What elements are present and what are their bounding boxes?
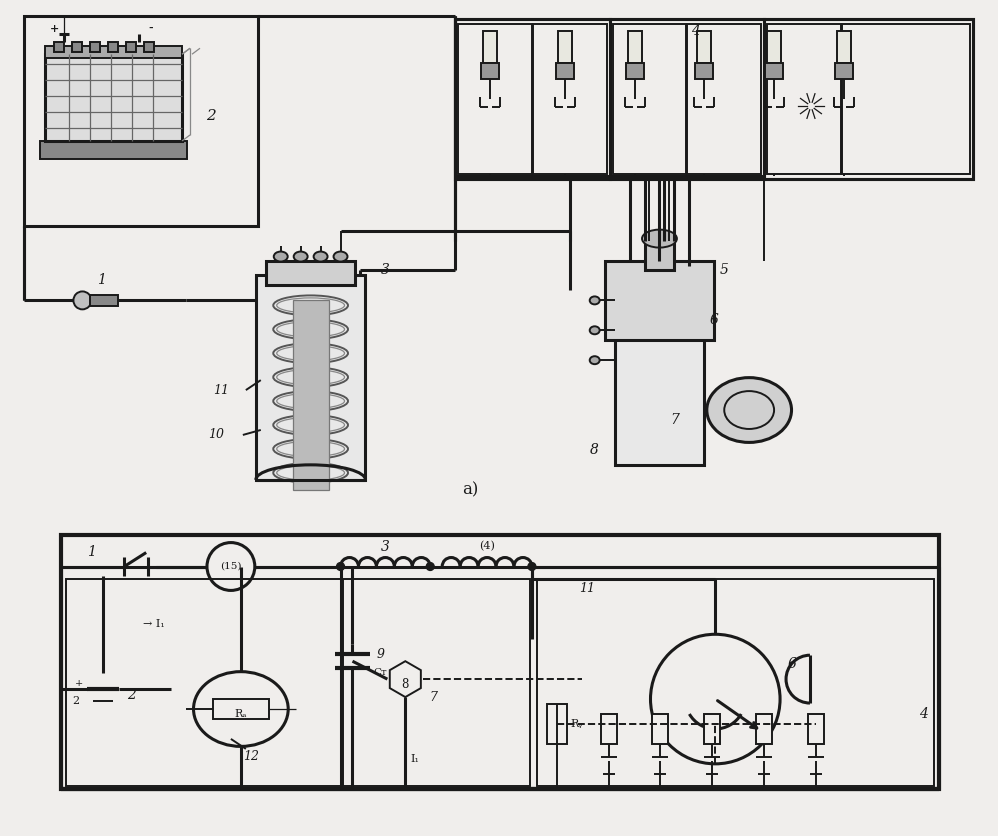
Text: 5: 5 <box>720 263 729 278</box>
Text: 11: 11 <box>213 384 229 396</box>
Bar <box>610 19 764 179</box>
Bar <box>696 64 714 79</box>
Ellipse shape <box>590 356 600 364</box>
Bar <box>705 714 721 744</box>
Text: Cт: Cт <box>373 668 387 676</box>
Bar <box>458 24 532 174</box>
Text: Rₐ: Rₐ <box>235 709 248 719</box>
Bar <box>109 43 119 52</box>
Bar <box>645 241 675 271</box>
Ellipse shape <box>313 252 327 262</box>
Bar <box>615 266 705 465</box>
Ellipse shape <box>293 252 307 262</box>
Text: 7: 7 <box>429 691 437 704</box>
Bar <box>455 19 610 179</box>
Ellipse shape <box>590 326 600 334</box>
Text: 6: 6 <box>787 657 796 671</box>
Bar <box>24 17 257 226</box>
Bar <box>601 714 617 744</box>
Ellipse shape <box>590 297 600 304</box>
Bar <box>613 24 687 174</box>
Ellipse shape <box>273 252 287 262</box>
Circle shape <box>207 543 254 590</box>
Bar <box>342 579 530 786</box>
Bar <box>481 64 499 79</box>
Text: 10: 10 <box>208 428 224 441</box>
Text: +: + <box>75 679 84 688</box>
Bar <box>653 714 669 744</box>
Bar <box>837 31 851 64</box>
Bar <box>265 261 355 285</box>
Text: → I₁: → I₁ <box>143 619 165 630</box>
Text: –
2: – 2 <box>72 685 79 706</box>
Text: (4): (4) <box>479 542 495 552</box>
Text: 12: 12 <box>243 751 258 763</box>
Bar <box>45 46 182 59</box>
Circle shape <box>426 563 434 570</box>
Bar <box>835 64 853 79</box>
Bar <box>547 704 567 744</box>
Bar <box>91 43 101 52</box>
Text: 4: 4 <box>919 707 928 721</box>
Bar <box>255 276 365 480</box>
Text: 3: 3 <box>381 263 390 278</box>
Bar <box>688 24 761 174</box>
Text: 1: 1 <box>87 544 96 558</box>
Bar <box>73 43 83 52</box>
Ellipse shape <box>194 671 288 747</box>
Ellipse shape <box>333 252 347 262</box>
Circle shape <box>336 563 344 570</box>
Text: -: - <box>149 23 154 33</box>
Bar <box>558 31 572 64</box>
Bar <box>756 714 772 744</box>
Text: 9: 9 <box>376 648 384 660</box>
Bar <box>605 261 715 340</box>
Ellipse shape <box>707 378 791 442</box>
Bar <box>213 699 268 719</box>
Ellipse shape <box>642 230 677 247</box>
Bar <box>483 31 497 64</box>
Bar <box>292 300 328 490</box>
Polygon shape <box>390 661 421 697</box>
Text: 6: 6 <box>710 314 719 328</box>
Text: 11: 11 <box>579 582 595 595</box>
Bar <box>628 31 642 64</box>
Text: 1: 1 <box>97 273 106 288</box>
Bar <box>126 43 136 52</box>
Bar <box>698 31 712 64</box>
Bar <box>537 579 933 786</box>
Circle shape <box>528 563 536 570</box>
Bar <box>765 64 783 79</box>
Text: I₁: I₁ <box>411 754 420 764</box>
Text: 8: 8 <box>401 678 409 691</box>
Bar <box>808 714 824 744</box>
Bar <box>533 24 607 174</box>
Text: 2: 2 <box>127 688 136 702</box>
Text: 3: 3 <box>381 539 390 553</box>
Bar <box>67 579 340 786</box>
Text: (15): (15) <box>221 562 242 571</box>
Bar <box>767 24 841 174</box>
Text: Rᵧ: Rᵧ <box>571 719 583 729</box>
Bar <box>45 54 182 141</box>
Text: 2: 2 <box>206 109 216 123</box>
Bar <box>764 19 973 179</box>
Text: 7: 7 <box>670 413 679 427</box>
Bar <box>626 64 644 79</box>
Circle shape <box>651 635 780 764</box>
Text: 8: 8 <box>590 443 599 457</box>
Bar <box>40 141 187 159</box>
Ellipse shape <box>74 292 92 309</box>
Bar <box>91 295 119 306</box>
Bar <box>767 31 781 64</box>
Text: а): а) <box>462 482 478 498</box>
Bar <box>455 19 973 179</box>
Bar <box>842 24 970 174</box>
Bar <box>55 43 65 52</box>
Text: 4: 4 <box>691 24 700 38</box>
Bar <box>62 534 938 788</box>
Text: +: + <box>50 23 59 33</box>
Bar <box>144 43 154 52</box>
Bar <box>556 64 574 79</box>
